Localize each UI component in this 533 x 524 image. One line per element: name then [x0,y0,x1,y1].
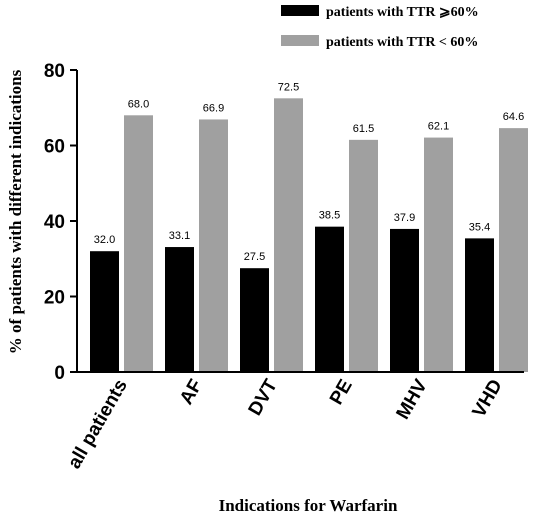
legend-label: patients with TTR < 60% [326,35,478,50]
x-tick-label: AF [176,376,207,408]
bar-ttr-high [240,268,269,372]
x-tick-label: DVT [245,376,282,420]
bar-ttr-high [165,247,194,372]
y-tick-label: 20 [44,288,65,309]
data-label: 37.9 [394,212,415,224]
data-label: 27.5 [244,251,265,263]
bar-ttr-low [424,137,453,372]
data-label: 35.4 [469,221,490,233]
legend-swatch [281,35,319,46]
bar-ttr-high [465,238,494,372]
legend-label: patients with TTR ⩾60% [326,5,479,20]
bar-ttr-low [499,128,528,372]
bar-ttr-low [124,115,153,373]
y-tick-label: 0 [54,363,65,384]
y-tick-label: 40 [44,212,65,233]
data-label: 62.1 [428,121,449,133]
bar-ttr-high [315,226,344,372]
data-label: 33.1 [169,230,190,242]
y-tick-label: 80 [44,61,65,82]
bar-ttr-low [349,139,378,372]
x-tick-label: VHD [469,376,507,421]
y-tick-label: 60 [44,137,65,158]
data-label: 32.0 [94,234,115,246]
data-label: 61.5 [353,123,374,135]
bar-ttr-high [90,251,119,372]
x-tick-label: MHV [393,376,432,423]
bar-ttr-low [274,98,303,372]
data-label: 72.5 [278,81,299,93]
data-label: 64.6 [503,111,524,123]
bar-ttr-low [199,119,228,372]
data-label: 66.9 [203,102,224,114]
legend: patients with TTR ⩾60% patients with TTR … [281,5,479,50]
data-label: 38.5 [319,210,340,222]
x-axis-label: Indications for Warfarin [219,496,398,515]
bar-ttr-high [390,228,419,372]
data-label: 68.0 [128,98,149,110]
x-tick-label: all patients [64,376,132,472]
value-labels-group: 32.0 68.0 33.1 66.9 27.5 72.5 38.5 61.5 37.9 62.1… [94,81,524,263]
legend-swatch [281,5,319,16]
y-axis-label: % of patients with different indications [6,69,25,354]
x-tick-label: PE [326,376,357,408]
bars-group [90,98,528,373]
